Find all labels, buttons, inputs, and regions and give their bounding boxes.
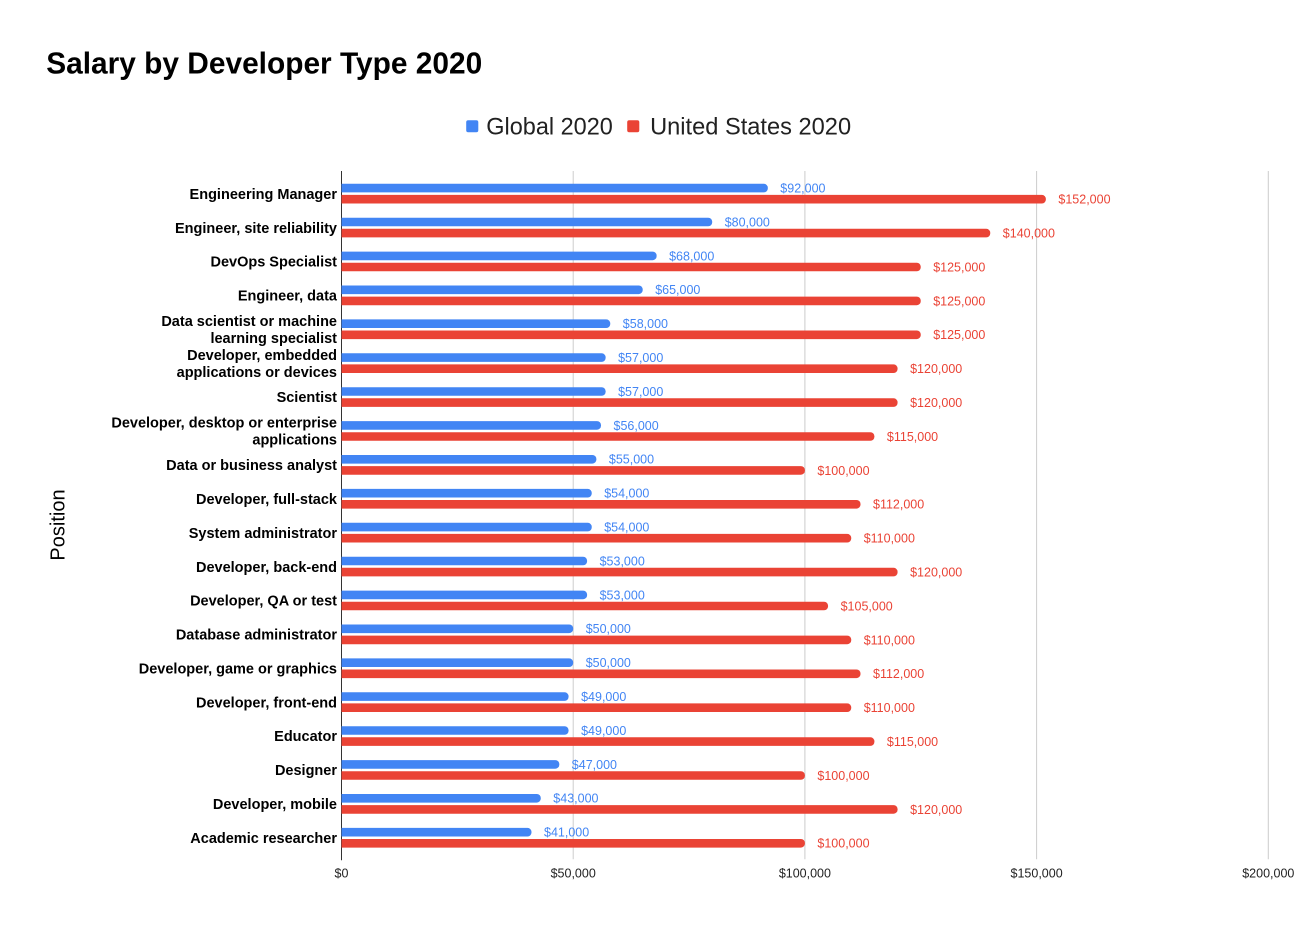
svg-text:$115,000: $115,000 bbox=[887, 430, 938, 444]
svg-text:$50,000: $50,000 bbox=[586, 622, 631, 636]
svg-text:$120,000: $120,000 bbox=[910, 362, 962, 376]
svg-text:$49,000: $49,000 bbox=[581, 690, 626, 704]
svg-text:Developer, full-stack: Developer, full-stack bbox=[196, 492, 338, 508]
svg-text:$112,000: $112,000 bbox=[873, 667, 924, 681]
svg-text:Developer, QA or test: Developer, QA or test bbox=[190, 594, 337, 610]
svg-text:$65,000: $65,000 bbox=[655, 283, 700, 297]
svg-text:$68,000: $68,000 bbox=[669, 249, 714, 263]
svg-text:Scientist: Scientist bbox=[277, 390, 338, 406]
svg-text:DevOps Specialist: DevOps Specialist bbox=[210, 255, 337, 271]
svg-text:Salary by Developer Type 2020: Salary by Developer Type 2020 bbox=[46, 46, 482, 81]
svg-text:applications or devices: applications or devices bbox=[177, 365, 337, 381]
svg-text:$53,000: $53,000 bbox=[600, 588, 645, 602]
svg-text:$115,000: $115,000 bbox=[887, 735, 938, 749]
svg-text:$53,000: $53,000 bbox=[600, 554, 645, 568]
svg-text:$100,000: $100,000 bbox=[817, 769, 869, 783]
svg-text:$120,000: $120,000 bbox=[910, 566, 962, 580]
svg-text:System administrator: System administrator bbox=[189, 526, 338, 542]
svg-text:$100,000: $100,000 bbox=[779, 867, 831, 881]
svg-text:$49,000: $49,000 bbox=[581, 724, 626, 738]
svg-text:$100,000: $100,000 bbox=[817, 464, 869, 478]
svg-text:$0: $0 bbox=[335, 867, 349, 881]
svg-text:$41,000: $41,000 bbox=[544, 826, 589, 840]
svg-text:Engineer, site reliability: Engineer, site reliability bbox=[175, 221, 337, 237]
svg-text:Engineer, data: Engineer, data bbox=[238, 289, 338, 305]
svg-text:$125,000: $125,000 bbox=[933, 328, 985, 342]
svg-text:$152,000: $152,000 bbox=[1058, 193, 1110, 207]
svg-text:$120,000: $120,000 bbox=[910, 803, 962, 817]
svg-text:learning specialist: learning specialist bbox=[210, 331, 337, 347]
svg-text:Data or business analyst: Data or business analyst bbox=[166, 458, 337, 474]
svg-text:Position: Position bbox=[48, 489, 70, 560]
svg-text:$58,000: $58,000 bbox=[623, 317, 668, 331]
svg-text:$110,000: $110,000 bbox=[864, 633, 915, 647]
svg-text:$110,000: $110,000 bbox=[864, 701, 915, 715]
svg-text:$80,000: $80,000 bbox=[725, 215, 770, 229]
svg-text:Developer, game or graphics: Developer, game or graphics bbox=[139, 662, 337, 678]
svg-text:$125,000: $125,000 bbox=[933, 260, 985, 274]
svg-text:$110,000: $110,000 bbox=[864, 532, 915, 546]
svg-text:Developer, embedded: Developer, embedded bbox=[187, 348, 337, 364]
svg-text:$200,000: $200,000 bbox=[1242, 867, 1294, 881]
svg-text:Educator: Educator bbox=[274, 729, 337, 745]
svg-text:$50,000: $50,000 bbox=[586, 656, 631, 670]
svg-text:$50,000: $50,000 bbox=[551, 867, 596, 881]
svg-text:$55,000: $55,000 bbox=[609, 453, 654, 467]
svg-text:$47,000: $47,000 bbox=[572, 758, 617, 772]
svg-text:United States 2020: United States 2020 bbox=[650, 113, 851, 140]
svg-text:applications: applications bbox=[252, 433, 337, 449]
svg-text:$150,000: $150,000 bbox=[1011, 867, 1063, 881]
svg-text:Developer, mobile: Developer, mobile bbox=[213, 797, 337, 813]
svg-text:$120,000: $120,000 bbox=[910, 396, 962, 410]
svg-text:Database administrator: Database administrator bbox=[176, 628, 338, 644]
svg-text:$57,000: $57,000 bbox=[618, 385, 663, 399]
svg-text:$125,000: $125,000 bbox=[933, 294, 985, 308]
svg-text:$100,000: $100,000 bbox=[817, 837, 869, 851]
svg-text:$92,000: $92,000 bbox=[780, 182, 825, 196]
svg-text:Engineering Manager: Engineering Manager bbox=[190, 187, 338, 203]
svg-text:$43,000: $43,000 bbox=[553, 792, 598, 806]
svg-text:Global 2020: Global 2020 bbox=[486, 113, 613, 140]
svg-text:Designer: Designer bbox=[275, 763, 337, 779]
svg-text:$54,000: $54,000 bbox=[604, 487, 649, 501]
svg-text:$105,000: $105,000 bbox=[841, 599, 893, 613]
svg-text:$112,000: $112,000 bbox=[873, 498, 924, 512]
svg-text:Developer, back-end: Developer, back-end bbox=[196, 560, 337, 576]
svg-text:Developer, front-end: Developer, front-end bbox=[196, 695, 337, 711]
svg-text:Developer, desktop or enterpri: Developer, desktop or enterprise bbox=[111, 416, 337, 432]
svg-text:$54,000: $54,000 bbox=[604, 521, 649, 535]
svg-text:Academic researcher: Academic researcher bbox=[190, 831, 337, 847]
svg-text:$56,000: $56,000 bbox=[614, 419, 659, 433]
svg-text:Data scientist or machine: Data scientist or machine bbox=[161, 314, 337, 330]
svg-text:$140,000: $140,000 bbox=[1003, 227, 1055, 241]
svg-text:$57,000: $57,000 bbox=[618, 351, 663, 365]
